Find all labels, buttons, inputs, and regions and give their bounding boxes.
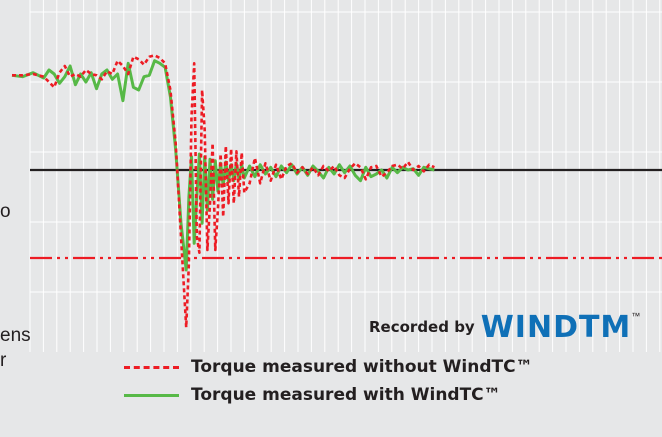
series-layer [11, 53, 435, 329]
windtm-logo: WINDTM [480, 309, 632, 345]
legend-entry-with: Torque measured with WindTC™ [124, 383, 501, 407]
cropped-text-fragment: o [0, 201, 11, 222]
trademark-mark: ™ [631, 311, 641, 321]
legend-label: Torque measured without WindTC™ [191, 357, 533, 377]
legend-swatch-red-dotted [124, 365, 179, 369]
series-line-without-windtc [12, 53, 435, 329]
cropped-text-fragment: r [0, 350, 7, 371]
recorded-by-watermark: Recorded by WINDTM ™ [369, 307, 640, 347]
legend-swatch-green-solid [124, 393, 179, 397]
legend-label: Torque measured with WindTC™ [191, 385, 501, 405]
legend-entry-without: Torque measured without WindTC™ [124, 355, 533, 379]
series-line-with-windtc [11, 59, 435, 272]
cropped-text-fragment: ens [0, 325, 31, 346]
reference-lines [30, 168, 662, 260]
watermark-label: Recorded by [369, 318, 475, 336]
